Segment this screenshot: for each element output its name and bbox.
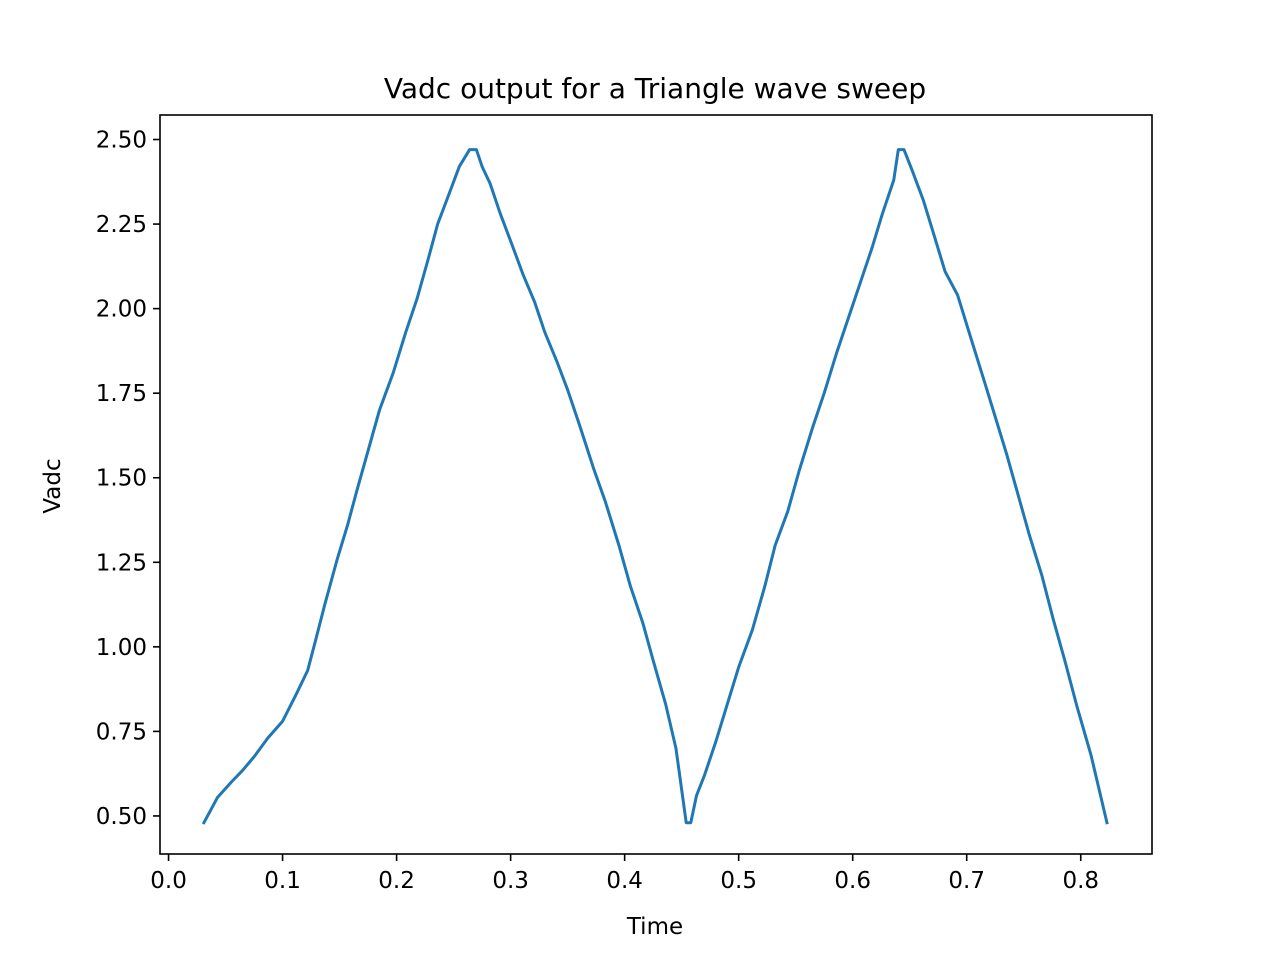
x-tick-label: 0.6 xyxy=(834,868,871,894)
y-tick-label: 0.75 xyxy=(96,719,147,745)
y-axis: 0.50 0.75 1.00 1.25 1.50 1.75 2.00 2.25 2.50 xyxy=(96,128,160,830)
y-tick-label: 2.00 xyxy=(96,297,147,323)
series-line xyxy=(201,148,1109,825)
x-tick-label: 0.7 xyxy=(948,868,985,894)
chart-title: Vadc output for a Triangle wave sweep xyxy=(384,72,926,105)
y-tick-label: 1.00 xyxy=(96,635,147,661)
y-tick-label: 2.50 xyxy=(96,128,147,154)
y-tick-label: 1.25 xyxy=(96,550,147,576)
x-axis: 0.0 0.1 0.2 0.3 0.4 0.5 0.6 0.7 0.8 xyxy=(150,854,1099,894)
x-tick-label: 0.8 xyxy=(1062,868,1099,894)
x-tick-label: 0.4 xyxy=(606,868,643,894)
y-axis-label: Vadc xyxy=(40,458,66,513)
x-tick-label: 0.1 xyxy=(264,868,301,894)
axes-frame xyxy=(159,114,1153,855)
y-tick-label: 1.50 xyxy=(96,466,147,492)
y-tick-label: 2.25 xyxy=(96,212,147,238)
x-tick-label: 0.5 xyxy=(720,868,757,894)
x-tick-label: 0.2 xyxy=(378,868,415,894)
x-axis-label: Time xyxy=(626,914,683,940)
y-tick-label: 1.75 xyxy=(96,381,147,407)
y-tick-label: 0.50 xyxy=(96,804,147,830)
x-tick-label: 0.3 xyxy=(492,868,529,894)
x-tick-label: 0.0 xyxy=(150,868,187,894)
